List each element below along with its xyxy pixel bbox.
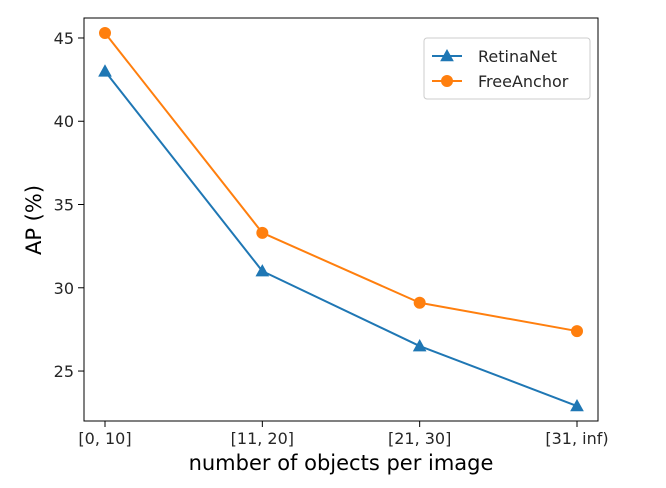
series-line-freeanchor (104, 32, 578, 333)
y-tick-label: 40 (54, 112, 74, 131)
data-point-retinanet (412, 339, 427, 352)
data-point-retinanet (255, 264, 270, 277)
y-tick-label: 35 (54, 196, 74, 215)
legend-box (423, 37, 591, 100)
data-point-retinanet (98, 64, 112, 77)
y-axis-title: AP (%) (22, 185, 46, 255)
x-tick-label: [21, 30] (388, 429, 451, 448)
x-axis: [0, 10] [11, 20] [21, 30] [31, inf) (78, 421, 609, 448)
data-point-freeanchor (413, 296, 426, 309)
series-freeanchor (99, 26, 583, 338)
series-retinanet (98, 64, 584, 412)
series-line-retinanet (104, 70, 578, 407)
legend-marker-retinanet (440, 48, 454, 62)
legend-entry-freeanchor: FreeAnchor (432, 72, 569, 91)
data-point-retinanet (570, 398, 584, 412)
x-tick-label: [0, 10] (78, 429, 131, 448)
legend-label-retinanet: RetinaNet (478, 47, 557, 66)
y-axis: 25 30 35 40 45 (54, 29, 84, 381)
legend-marker-freeanchor (441, 75, 453, 87)
y-tick-label: 30 (54, 279, 74, 298)
x-tick-label: [11, 20] (231, 429, 294, 448)
data-point-freeanchor (256, 226, 269, 239)
legend-entry-retinanet: RetinaNet (432, 47, 557, 66)
data-point-freeanchor (99, 26, 111, 39)
legend-label-freeanchor: FreeAnchor (478, 72, 569, 91)
series-layer (98, 26, 584, 412)
legend: RetinaNet FreeAnchor (423, 37, 591, 100)
y-tick-label: 25 (54, 362, 74, 381)
x-tick-label: [31, inf) (545, 429, 608, 448)
data-point-freeanchor (571, 325, 583, 338)
y-tick-label: 45 (54, 29, 74, 48)
x-axis-title: number of objects per image (189, 451, 494, 475)
